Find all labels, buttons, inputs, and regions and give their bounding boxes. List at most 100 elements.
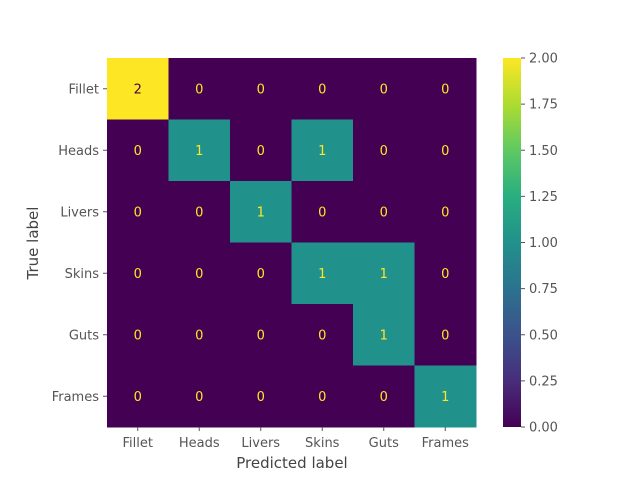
heatmap-cell [107,304,169,366]
x-axis-label: Predicted label [236,454,347,472]
heatmap-cell [414,119,477,182]
cell-value-label: 0 [195,390,203,405]
heatmap-cell [414,365,477,428]
x-tick-label: Livers [241,436,280,451]
cell-value-label: 1 [318,144,326,159]
heatmap-cell [168,304,231,366]
cell-value-label: 0 [195,205,203,220]
x-tick-label: Skins [305,436,340,451]
y-tick-label: Fillet [69,82,99,97]
heatmap-cell [107,365,169,428]
heatmap-cell [291,181,354,243]
heatmap-cell [168,58,231,120]
heatmap-cell [414,242,477,305]
x-tick-label: Fillet [123,436,153,451]
heatmap-cell [230,304,292,366]
x-tick-label: Heads [179,436,220,451]
heatmap-cell [107,242,169,305]
cell-value-label: 0 [441,82,449,97]
cell-value-label: 0 [257,390,265,405]
heatmap-cell [168,242,231,305]
cell-value-label: 0 [195,82,203,97]
y-axis-label: True label [24,207,42,281]
colorbar-tick-label: 0.25 [529,374,558,389]
y-tick-label: Frames [52,390,100,405]
cell-value-label: 0 [318,205,326,220]
heatmap-cell [230,181,292,243]
cell-value-label: 2 [134,82,142,97]
cell-value-label: 1 [441,390,449,405]
heatmap-cell [353,119,415,182]
cell-value-label: 0 [380,390,388,405]
heatmap-cell [353,304,415,366]
heatmap-cell [414,181,477,243]
heatmap-cell [353,58,415,120]
cell-value-label: 0 [134,205,142,220]
cell-value-label: 0 [318,82,326,97]
cell-value-label: 0 [441,205,449,220]
colorbar-tick-label: 1.00 [529,236,558,251]
cell-value-label: 0 [134,328,142,343]
heatmap-cell [353,365,415,428]
heatmap-cell [291,119,354,182]
cell-value-label: 1 [257,205,265,220]
y-tick-label: Guts [69,328,99,343]
cell-value-label: 0 [318,390,326,405]
cell-value-label: 0 [380,205,388,220]
heatmap-cell-labels: 2 0 0 0 0 0 0 1 0 1 0 0 0 0 1 0 0 0 0 0 0 1 1 0 0 0 0 0 1 0 0 0 0 0 0 1 [134,82,450,405]
heatmap-cell [291,365,354,428]
colorbar-ticks: 0.00 0.25 0.50 0.75 1.00 1.25 1.50 1.75 2.00 [521,52,558,436]
cell-value-label: 0 [318,328,326,343]
heatmap-cell [168,181,231,243]
colorbar-tick-label: 2.00 [529,52,558,67]
cell-value-label: 0 [257,82,265,97]
cell-value-label: 1 [380,328,388,343]
heatmap-cell [414,304,477,366]
heatmap-cell [291,242,354,305]
x-axis-ticks: Fillet Heads Livers Skins Guts Frames [123,427,470,451]
colorbar-gradient [503,58,521,427]
cell-value-label: 0 [195,267,203,282]
cell-value-label: 0 [380,144,388,159]
heatmap-cell [291,58,354,120]
heatmap-cell [353,242,415,305]
cell-value-label: 0 [257,328,265,343]
colorbar: 0.00 0.25 0.50 0.75 1.00 1.25 1.50 1.75 2.00 [503,52,558,436]
heatmap-cell [291,304,354,366]
colorbar-tick-label: 0.00 [529,421,558,436]
cell-value-label: 0 [380,82,388,97]
heatmap-cell [414,58,477,120]
x-tick-label: Guts [369,436,399,451]
heatmap-cell [168,119,231,182]
colorbar-tick-label: 0.50 [529,328,558,343]
colorbar-tick-label: 0.75 [529,282,558,297]
cell-value-label: 0 [134,390,142,405]
y-axis-ticks: Fillet Heads Livers Skins Guts Frames [52,82,107,405]
cell-value-label: 0 [257,267,265,282]
cell-value-label: 0 [441,144,449,159]
heatmap-cell [168,365,231,428]
cell-value-label: 1 [195,144,203,159]
colorbar-tick-label: 1.50 [529,144,558,159]
cell-value-label: 0 [134,267,142,282]
heatmap-cell [230,242,292,305]
heatmap-cell [230,365,292,428]
cell-value-label: 0 [195,328,203,343]
cell-value-label: 0 [441,267,449,282]
cell-value-label: 1 [318,267,326,282]
heatmap-cell [107,119,169,182]
x-tick-label: Frames [422,436,470,451]
cell-value-label: 0 [441,328,449,343]
y-tick-label: Livers [60,205,99,220]
cell-value-label: 0 [134,144,142,159]
heatmap-cell [230,119,292,182]
colorbar-tick-label: 1.25 [529,190,558,205]
heatmap-cell [107,181,169,243]
heatmap-cell [230,58,292,120]
y-tick-label: Skins [65,267,100,282]
y-tick-label: Heads [58,144,99,159]
heatmap-cell [107,58,169,120]
colorbar-tick-label: 1.75 [529,98,558,113]
heatmap-cells [107,58,477,428]
